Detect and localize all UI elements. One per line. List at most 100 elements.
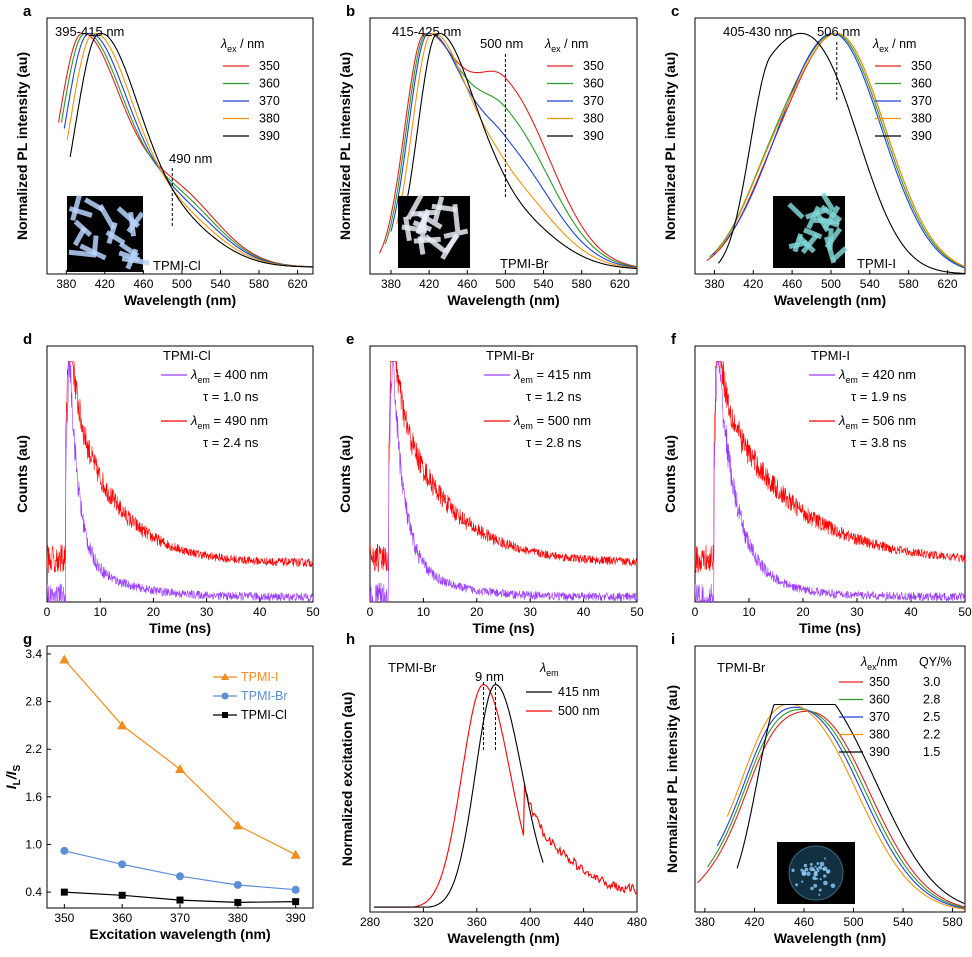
y-axis-label: Counts (au) — [337, 435, 353, 513]
y-axis-label: Normalized PL intensity (au) — [662, 52, 678, 240]
y-axis-label: Counts (au) — [14, 435, 30, 513]
panel-letter: e — [346, 331, 354, 348]
sample-label: TPMI-I — [811, 348, 850, 363]
x-tick-label: 350 — [54, 911, 74, 925]
x-axis-label: Wavelength (nm) — [774, 292, 886, 308]
legend-entry: 350 — [259, 59, 280, 73]
x-tick-label: 540 — [860, 277, 880, 291]
x-tick-label: 500 — [172, 277, 192, 291]
x-tick-label: 0 — [367, 605, 374, 619]
x-tick-label: 390 — [286, 911, 306, 925]
x-tick-label: 40 — [904, 605, 918, 619]
legend-entry: 370 — [583, 94, 604, 108]
x-tick-label: 50 — [630, 605, 644, 619]
crystal-shape — [423, 234, 447, 254]
y-axis-label: IL/IS — [3, 764, 23, 789]
series-line-390 — [736, 703, 965, 904]
x-tick-label: 380 — [228, 911, 248, 925]
legend-entry: 360 — [869, 693, 890, 707]
x-tick-label: 480 — [627, 915, 647, 929]
panel-letter: b — [346, 3, 355, 20]
crystal-shape — [800, 233, 819, 254]
x-axis-label: Wavelength (nm) — [447, 930, 559, 946]
crystal-shape — [824, 227, 843, 249]
y-tick-label: 1.0 — [25, 837, 42, 851]
sample-label: TPMI-Br — [717, 660, 766, 675]
panel-e: 0 10 20 30 40 50 Time (ns) Counts (au) e TPMI-Br λ… — [337, 331, 644, 636]
y-axis-label: Normalized PL intensity (au) — [664, 685, 680, 873]
crystal-shape — [91, 235, 99, 255]
x-tick-label: 420 — [744, 915, 764, 929]
x-tick-label: 420 — [419, 277, 439, 291]
legend-entry: 350 — [869, 675, 890, 689]
panel-letter: i — [671, 631, 675, 648]
decay-trace-500 — [369, 361, 638, 573]
annotation-shoulder: 506 nm — [817, 24, 860, 39]
x-tick-label: 580 — [249, 277, 269, 291]
series-line-350 — [697, 710, 965, 908]
x-tick-label: 540 — [534, 277, 554, 291]
legend-title: λem — [539, 661, 559, 678]
series-line-350 — [58, 32, 313, 268]
series-line-350 — [379, 32, 638, 268]
x-axis-label: Excitation wavelength (nm) — [89, 926, 270, 942]
crystal-shape — [797, 234, 816, 254]
y-tick-label: 2.8 — [25, 695, 42, 709]
inset-speck — [810, 886, 814, 891]
series-line-TPMI-Br — [64, 850, 296, 891]
annotation-peak: 415-425 nm — [392, 24, 461, 39]
x-tick-label: 0 — [692, 605, 699, 619]
x-tick-label: 30 — [200, 605, 214, 619]
panel-c: 380 420 460 500 540 580 620 Wavelength (nm) Norm… — [662, 3, 966, 308]
plot-frame — [369, 645, 638, 913]
legend-entry: 415 nm — [558, 685, 600, 699]
plot-frame — [369, 345, 638, 603]
legend-entry: 350 — [583, 59, 604, 73]
crystal-shape — [106, 221, 118, 245]
legend-qy: 3.0 — [923, 675, 940, 689]
legend-entry: TPMI-I — [241, 670, 279, 684]
inset-speck — [813, 872, 818, 877]
x-tick-label: 620 — [938, 277, 958, 291]
x-tick-label: 420 — [743, 277, 763, 291]
panel-d: 0 10 20 30 40 50 Time (ns) Counts (au) d TPMI-Cl λ… — [14, 331, 320, 636]
legend-entry: 390 — [869, 745, 890, 759]
inset-speck — [804, 867, 809, 872]
legend-entry: λem = 400 nm — [190, 367, 268, 385]
x-tick-label: 10 — [742, 605, 756, 619]
inset-speck — [822, 868, 826, 871]
crystal-shape — [415, 208, 431, 235]
x-tick-label: 50 — [958, 605, 972, 619]
crystal-shape — [97, 203, 116, 230]
legend-entry: 360 — [583, 77, 604, 91]
crystal-shape — [118, 250, 141, 263]
x-tick-label: 10 — [417, 605, 431, 619]
legend-title: λex / nm — [872, 37, 916, 54]
legend-qy: 1.5 — [923, 745, 940, 759]
panel-letter: f — [671, 331, 677, 348]
crystal-shape — [68, 249, 97, 258]
annotation-shoulder: 490 nm — [169, 151, 212, 166]
inset-speck — [823, 880, 828, 886]
inset-speck — [791, 868, 795, 872]
data-point — [59, 654, 70, 664]
x-tick-label: 620 — [610, 277, 630, 291]
x-tick-label: 370 — [170, 911, 190, 925]
x-tick-label: 440 — [574, 915, 594, 929]
x-tick-label: 540 — [210, 277, 230, 291]
sample-label: TPMI-Br — [388, 660, 437, 675]
data-point — [291, 885, 300, 894]
plot-frame — [694, 17, 966, 275]
x-tick-label: 580 — [899, 277, 919, 291]
x-axis-label: Time (ns) — [149, 620, 211, 636]
sample-label: TPMI-I — [857, 256, 896, 271]
lifetime-label: τ = 1.0 ns — [203, 389, 259, 404]
panel-letter: a — [23, 3, 32, 20]
x-tick-label: 10 — [94, 605, 108, 619]
data-point — [118, 891, 126, 899]
legend-entry: 380 — [869, 728, 890, 742]
peak-shift-label: 9 nm — [475, 669, 504, 684]
panel-letter: g — [23, 631, 32, 648]
x-tick-label: 500 — [821, 277, 841, 291]
inset-speck — [824, 857, 827, 860]
